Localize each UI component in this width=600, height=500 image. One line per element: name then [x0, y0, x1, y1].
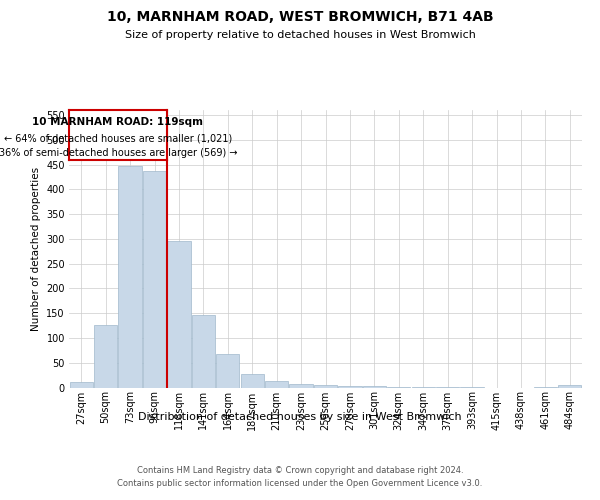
Bar — [338, 386, 362, 388]
Bar — [216, 354, 239, 388]
Bar — [265, 380, 288, 388]
Text: Contains public sector information licensed under the Open Government Licence v3: Contains public sector information licen… — [118, 479, 482, 488]
Text: 36% of semi-detached houses are larger (569) →: 36% of semi-detached houses are larger (… — [0, 148, 237, 158]
Bar — [387, 386, 410, 388]
Bar — [363, 386, 386, 388]
Bar — [289, 384, 313, 388]
Bar — [118, 166, 142, 388]
Bar — [70, 382, 93, 388]
Bar — [314, 384, 337, 388]
Text: Contains HM Land Registry data © Crown copyright and database right 2024.: Contains HM Land Registry data © Crown c… — [137, 466, 463, 475]
Bar — [241, 374, 264, 388]
Bar — [143, 171, 166, 388]
Bar — [558, 384, 581, 388]
Text: ← 64% of detached houses are smaller (1,021): ← 64% of detached houses are smaller (1,… — [4, 134, 232, 143]
Bar — [94, 325, 117, 388]
Bar — [192, 315, 215, 388]
Y-axis label: Number of detached properties: Number of detached properties — [31, 166, 41, 331]
Bar — [167, 241, 191, 388]
Text: 10 MARNHAM ROAD: 119sqm: 10 MARNHAM ROAD: 119sqm — [32, 118, 203, 128]
Text: 10, MARNHAM ROAD, WEST BROMWICH, B71 4AB: 10, MARNHAM ROAD, WEST BROMWICH, B71 4AB — [107, 10, 493, 24]
Text: Size of property relative to detached houses in West Bromwich: Size of property relative to detached ho… — [125, 30, 475, 40]
Text: Distribution of detached houses by size in West Bromwich: Distribution of detached houses by size … — [138, 412, 462, 422]
